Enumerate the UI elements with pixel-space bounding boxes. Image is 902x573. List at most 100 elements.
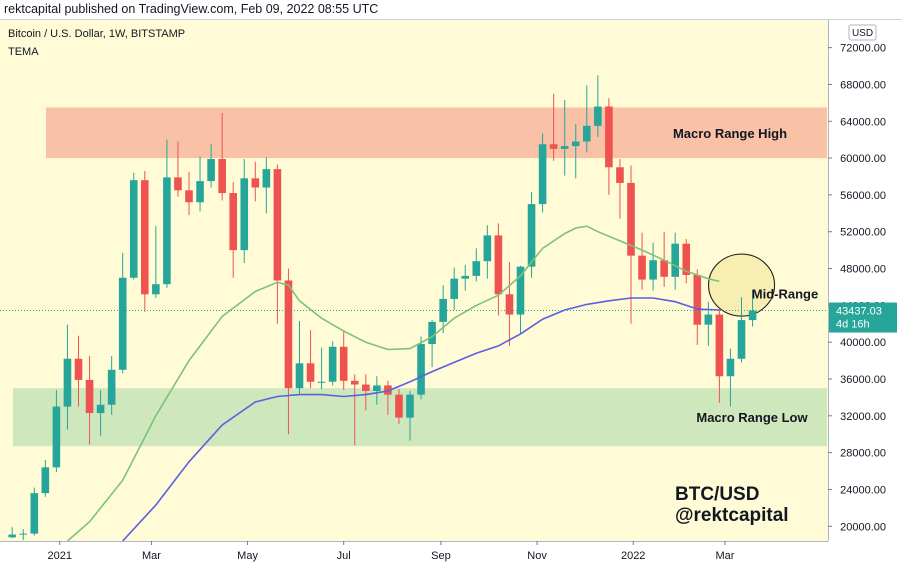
candle-down (693, 274, 702, 325)
plot-background (0, 20, 828, 541)
candle-up (417, 344, 425, 395)
y-tick-label: 28000.00 (840, 448, 886, 460)
x-tick-label: Jul (337, 550, 351, 562)
y-tick-label: 20000.00 (840, 521, 886, 533)
candle-up (163, 177, 171, 285)
candle-down (494, 235, 503, 295)
candle-up (373, 385, 381, 391)
candle-up (439, 298, 447, 322)
y-tick-label: 40000.00 (840, 337, 886, 349)
candle-up (52, 406, 61, 468)
candle-up (428, 321, 436, 345)
axis-layer: 20000.00 24000.00 28000.00 32000.00 36000.00… (0, 19, 902, 562)
candle-up (8, 534, 16, 538)
candle-up (118, 277, 127, 370)
candle-down (350, 380, 359, 385)
x-tick-label: Sep (431, 550, 451, 562)
header-divider (0, 19, 902, 20)
candle-up (41, 467, 50, 494)
y-tick-label: 56000.00 (840, 190, 886, 202)
watermark-symbol: BTC/USD (675, 484, 759, 505)
y-tick-label: 36000.00 (840, 374, 886, 386)
x-tick-label: Mar (715, 550, 734, 562)
mid-range-label: Mid-Range (752, 286, 818, 301)
x-tick-label: 2021 (47, 550, 71, 562)
candle-down (229, 193, 237, 251)
candle-up (649, 260, 657, 280)
candle-up (671, 243, 679, 277)
y-tick-label: 48000.00 (840, 264, 886, 276)
y-tick-label: 52000.00 (840, 227, 886, 239)
x-tick-label: May (237, 550, 258, 562)
candle-down (638, 255, 646, 280)
y-tick-label: 60000.00 (840, 153, 886, 165)
candle-down (605, 106, 613, 168)
time-axis-background (0, 541, 828, 561)
candle-down (362, 384, 370, 391)
candle-up (30, 493, 39, 534)
publisher-line: rektcapital published on TradingView.com… (4, 2, 379, 16)
tema-line (122, 297, 720, 542)
candle-up (472, 261, 481, 276)
candle-down (218, 158, 226, 194)
candle-up (207, 158, 215, 182)
candle-down (395, 394, 403, 418)
y-tick-label: 64000.00 (840, 116, 886, 128)
zone-label: Macro Range Low (696, 410, 808, 425)
currency-button[interactable] (848, 24, 877, 41)
candle-up (328, 346, 337, 382)
candle-up (19, 533, 28, 535)
candle-up (726, 358, 735, 377)
candle-up (461, 275, 470, 279)
price-tag-countdown: 4d 16h (836, 319, 870, 331)
y-tick-label: 24000.00 (840, 484, 886, 496)
candle-down (251, 178, 260, 188)
currency-button-label: USD (852, 28, 873, 39)
candle-up (594, 106, 602, 126)
candle-up (483, 235, 492, 262)
candle-down (273, 169, 282, 281)
tema-line (66, 225, 720, 542)
candle-down (74, 358, 83, 380)
candles-layer (8, 75, 757, 541)
candle-down (306, 363, 315, 382)
price-tag (829, 302, 897, 333)
candle-down (505, 294, 514, 315)
candle-up (196, 181, 204, 203)
candle-up (560, 146, 569, 149)
zone-band (46, 107, 827, 159)
candle-down (682, 243, 691, 275)
candle-up (704, 314, 713, 325)
candle-down (174, 177, 182, 191)
zone-label: Macro Range High (673, 126, 787, 141)
price-tag-value: 43437.03 (836, 306, 882, 318)
candle-up (527, 204, 536, 267)
candle-up (240, 178, 249, 251)
zone-band (13, 388, 827, 447)
symbol-legend: Bitcoin / U.S. Dollar, 1W, BITSTAMP (8, 28, 186, 40)
candle-down (549, 144, 558, 149)
indicator-legend[interactable]: TEMA (8, 46, 39, 58)
y-tick-label: 32000.00 (840, 411, 886, 423)
price-axis-background (828, 20, 902, 553)
x-tick-label: Mar (142, 550, 161, 562)
candle-up (737, 320, 746, 359)
candle-down (616, 167, 624, 183)
watermark-author: @rektcapital (675, 505, 789, 526)
candle-down (715, 314, 724, 377)
candle-down (185, 190, 193, 203)
candle-up (516, 266, 525, 315)
candle-up (571, 141, 580, 147)
candle-down (85, 379, 94, 414)
candle-up (317, 381, 326, 383)
candle-down (141, 180, 149, 295)
candle-up (748, 310, 757, 321)
candle-down (284, 280, 293, 389)
candle-up (262, 169, 271, 188)
candle-up (450, 278, 458, 299)
candle-down (627, 182, 635, 256)
candle-up (63, 358, 72, 407)
candle-up (152, 284, 160, 295)
zones-layer: Macro Range High Macro Range Low (13, 107, 827, 447)
